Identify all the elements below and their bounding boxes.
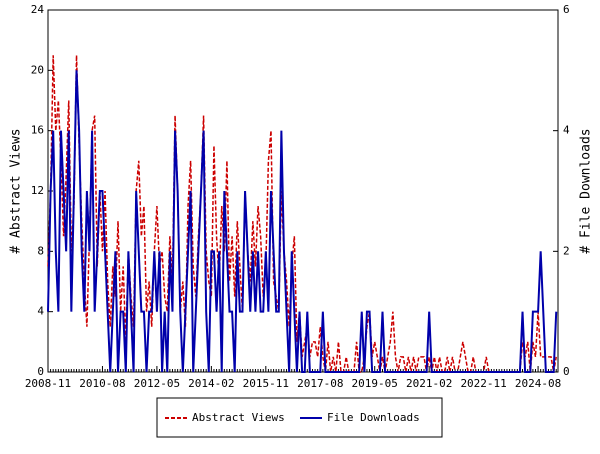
y-tick-label: 4: [37, 305, 44, 318]
x-tick-label: 2022-11: [460, 377, 506, 390]
x-tick-label: 2021-02: [406, 377, 452, 390]
y-tick-label: 24: [31, 3, 45, 16]
y-tick-label: 16: [31, 124, 44, 137]
plot-frame: [47, 9, 559, 373]
y-tick-label: 8: [37, 244, 44, 257]
legend-label: Abstract Views: [192, 411, 285, 424]
x-tick-label: 2008-11: [25, 377, 71, 390]
y-tick-label: 12: [31, 184, 44, 197]
y-axis-label: # Abstract Views: [9, 128, 24, 253]
x-tick-label: 2014-02: [188, 377, 234, 390]
x-tick-label: 2019-05: [352, 377, 398, 390]
x-tick-label: 2017-08: [297, 377, 343, 390]
y2-tick-label: 6: [563, 3, 570, 16]
series-line: [47, 70, 558, 373]
y2-tick-label: 4: [563, 124, 570, 137]
y-tick-label: 20: [31, 63, 44, 76]
y2-axis-label: # File Downloads: [579, 128, 594, 253]
x-tick-label: 2015-11: [243, 377, 289, 390]
x-tick-label: 2012-05: [134, 377, 180, 390]
legend-label: File Downloads: [327, 411, 420, 424]
legend: [156, 397, 443, 438]
y2-tick-label: 2: [563, 244, 570, 257]
y2-tick-label: 0: [563, 365, 570, 378]
x-tick-label: 2024-08: [515, 377, 561, 390]
y-tick-label: 0: [37, 365, 44, 378]
x-tick-label: 2010-08: [79, 377, 125, 390]
